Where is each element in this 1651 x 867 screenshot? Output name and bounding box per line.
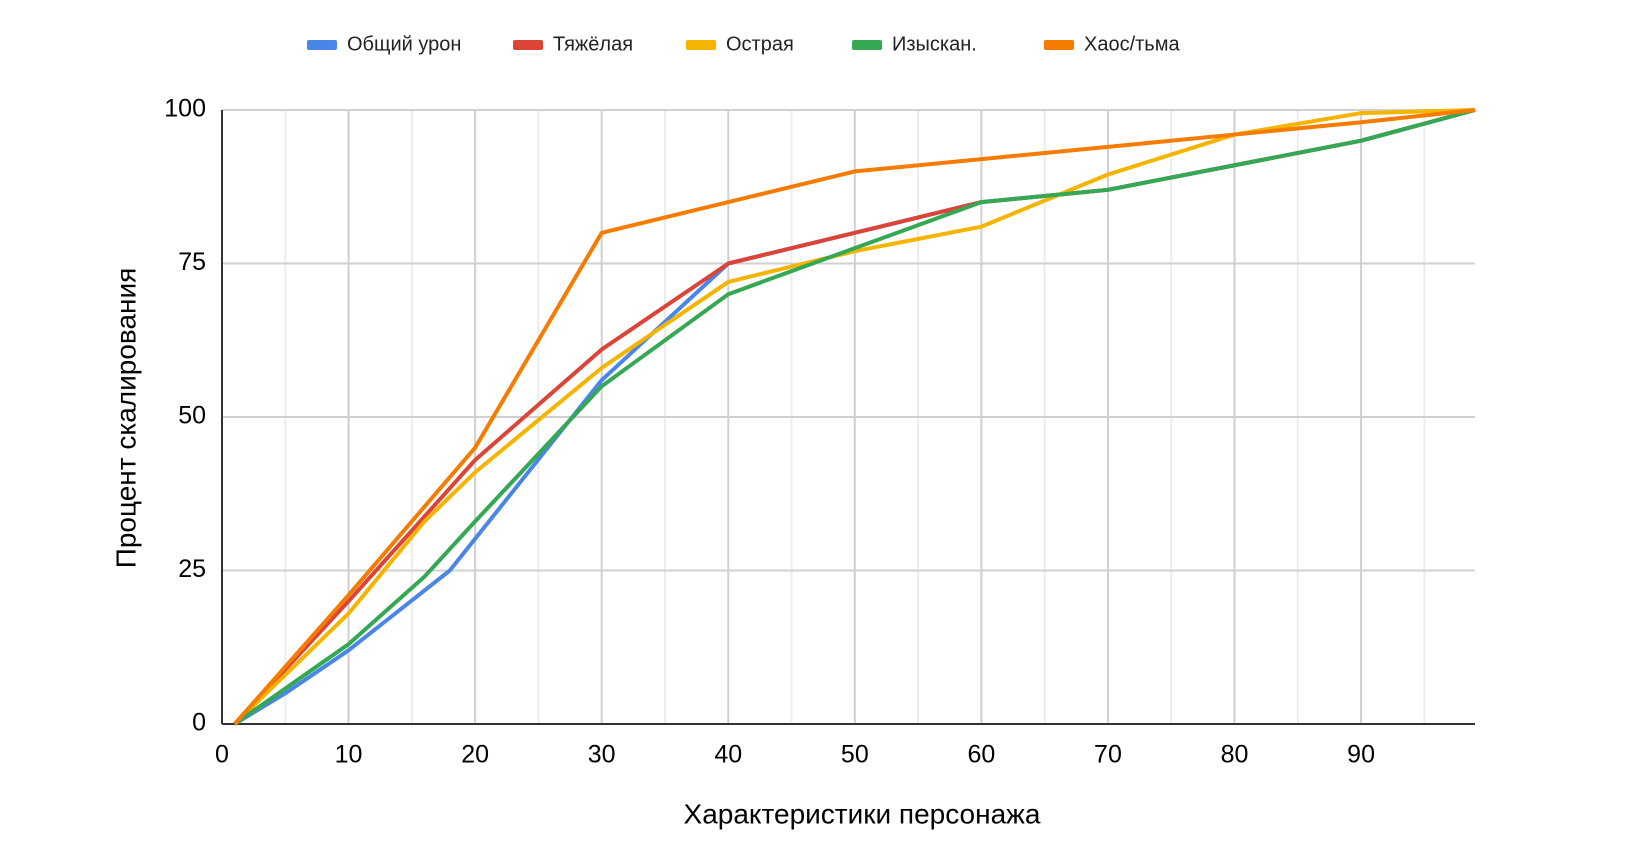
legend-swatch xyxy=(307,40,337,50)
x-tick-label: 0 xyxy=(215,741,229,769)
series-line xyxy=(233,108,1476,726)
x-tick-label: 30 xyxy=(588,741,616,769)
x-tick-label: 60 xyxy=(967,741,995,769)
y-tick-label: 25 xyxy=(178,555,206,583)
x-tick-label: 40 xyxy=(714,741,742,769)
x-tick-label: 80 xyxy=(1221,741,1249,769)
x-tick-label: 10 xyxy=(335,741,363,769)
y-tick-label: 75 xyxy=(178,248,206,276)
legend-label: Общий урон xyxy=(347,33,461,55)
legend-label: Острая xyxy=(726,33,794,55)
x-tick-label: 90 xyxy=(1347,741,1375,769)
x-axis-title: Характеристики персонажа xyxy=(684,798,1041,829)
y-tick-label: 100 xyxy=(164,95,206,123)
y-tick-label: 50 xyxy=(178,402,206,430)
legend-swatch xyxy=(1044,40,1074,50)
legend-swatch xyxy=(513,40,543,50)
legend-swatch xyxy=(852,40,882,50)
legend-swatch xyxy=(686,40,716,50)
legend-label: Изыскан. xyxy=(892,33,977,55)
y-axis-title: Процент скалирования xyxy=(110,268,141,569)
x-tick-label: 20 xyxy=(461,741,489,769)
x-tick-label: 50 xyxy=(841,741,869,769)
x-tick-label: 70 xyxy=(1094,741,1122,769)
legend-label: Тяжёлая xyxy=(553,33,633,55)
series-line xyxy=(233,108,1476,726)
y-tick-label: 0 xyxy=(192,709,206,737)
legend-label: Хаос/тьма xyxy=(1084,33,1180,55)
